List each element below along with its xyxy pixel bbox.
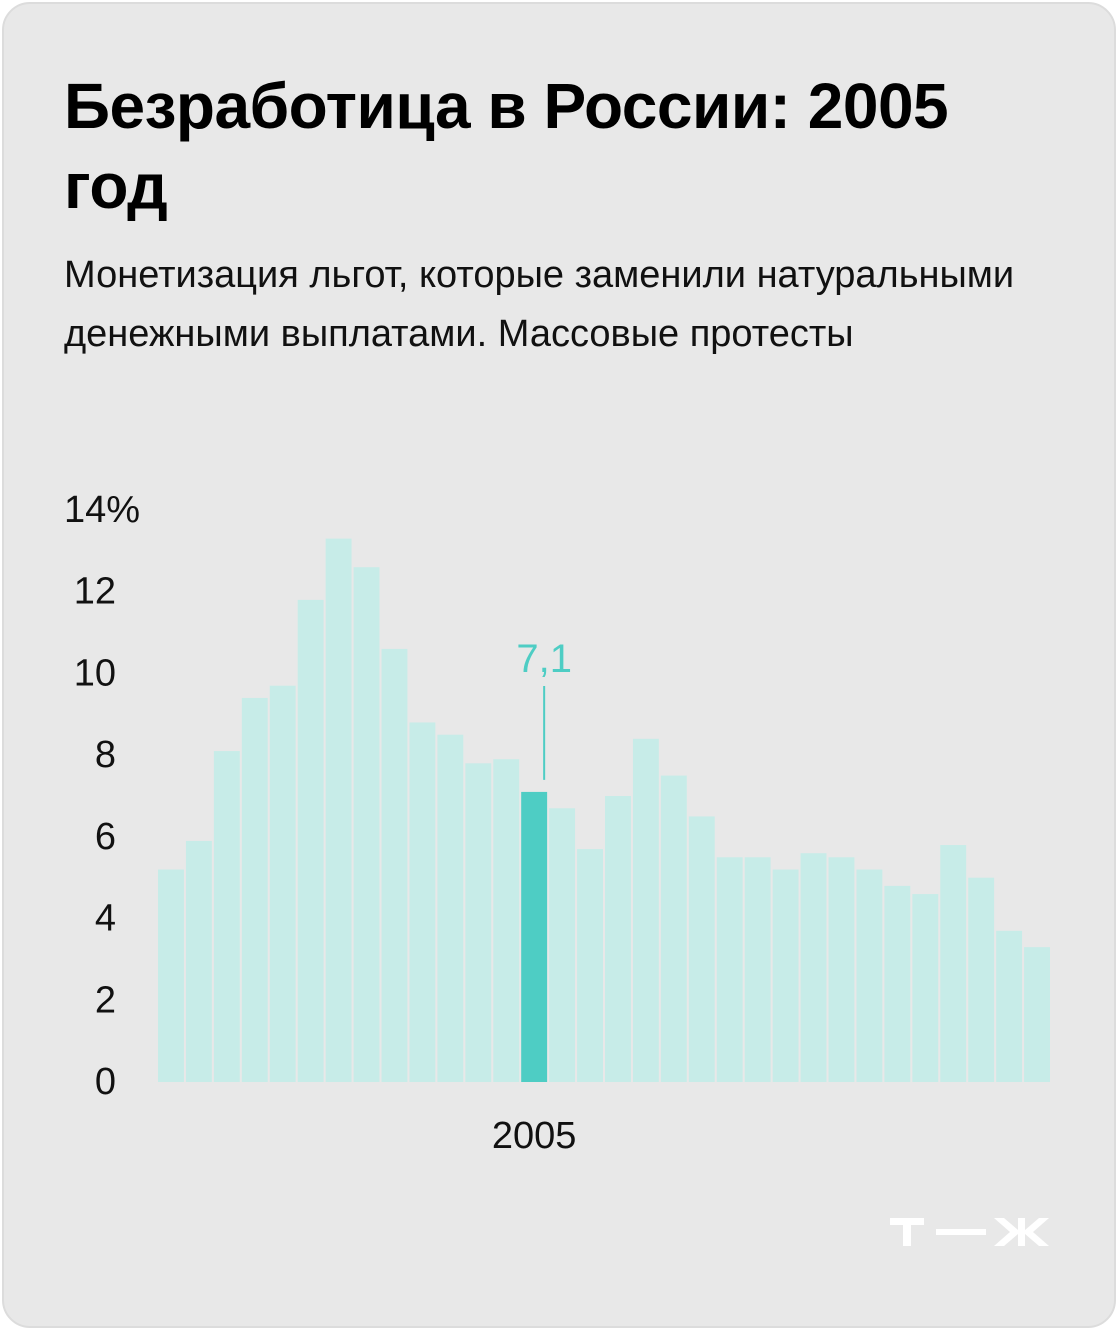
bar (688, 816, 715, 1082)
y-tick-label: 0 (95, 1061, 116, 1103)
y-tick-label: 4 (95, 898, 116, 940)
bar (660, 775, 687, 1082)
bar (213, 751, 240, 1082)
bar (940, 845, 967, 1082)
y-tick-label: 10 (74, 652, 116, 694)
bar (1024, 947, 1050, 1082)
bar (800, 853, 827, 1082)
bar (856, 869, 883, 1082)
bar (744, 857, 771, 1082)
bar (437, 734, 464, 1082)
bar (996, 930, 1023, 1082)
bar (549, 808, 576, 1082)
y-tick-label: 6 (95, 816, 116, 858)
bar (772, 869, 799, 1082)
bar (241, 697, 268, 1082)
bar (185, 840, 212, 1082)
bar (409, 722, 436, 1082)
bar (605, 796, 631, 1082)
bar (158, 869, 184, 1082)
bar (968, 877, 995, 1082)
bar (912, 894, 939, 1082)
bar (381, 648, 408, 1082)
tzh-logo-icon (890, 1218, 1049, 1246)
y-tick-label: 12 (74, 571, 116, 613)
bar (884, 885, 911, 1082)
x-tick-label: 2005 (492, 1115, 577, 1157)
chart-title: Безработица в России: 2005 год (64, 70, 949, 222)
bar (632, 738, 659, 1082)
y-tick-label: 8 (95, 734, 116, 776)
bar (325, 538, 352, 1082)
bar (353, 567, 380, 1082)
bar-highlighted (521, 791, 548, 1082)
bar (577, 849, 603, 1082)
bar (269, 685, 296, 1082)
annotation-label: 7,1 (516, 637, 572, 681)
bar (828, 857, 855, 1082)
bar (716, 857, 743, 1082)
y-tick-label: 14% (64, 489, 140, 531)
chart-subtitle: Монетизация льгот, которые заменили нату… (64, 254, 1015, 355)
bar-chart: 14% 12 10 8 6 4 2 0 2005 7,1 (64, 489, 1050, 1157)
y-tick-label: 2 (95, 979, 116, 1021)
bar (493, 759, 520, 1082)
bar (297, 599, 324, 1082)
bar (465, 763, 492, 1082)
